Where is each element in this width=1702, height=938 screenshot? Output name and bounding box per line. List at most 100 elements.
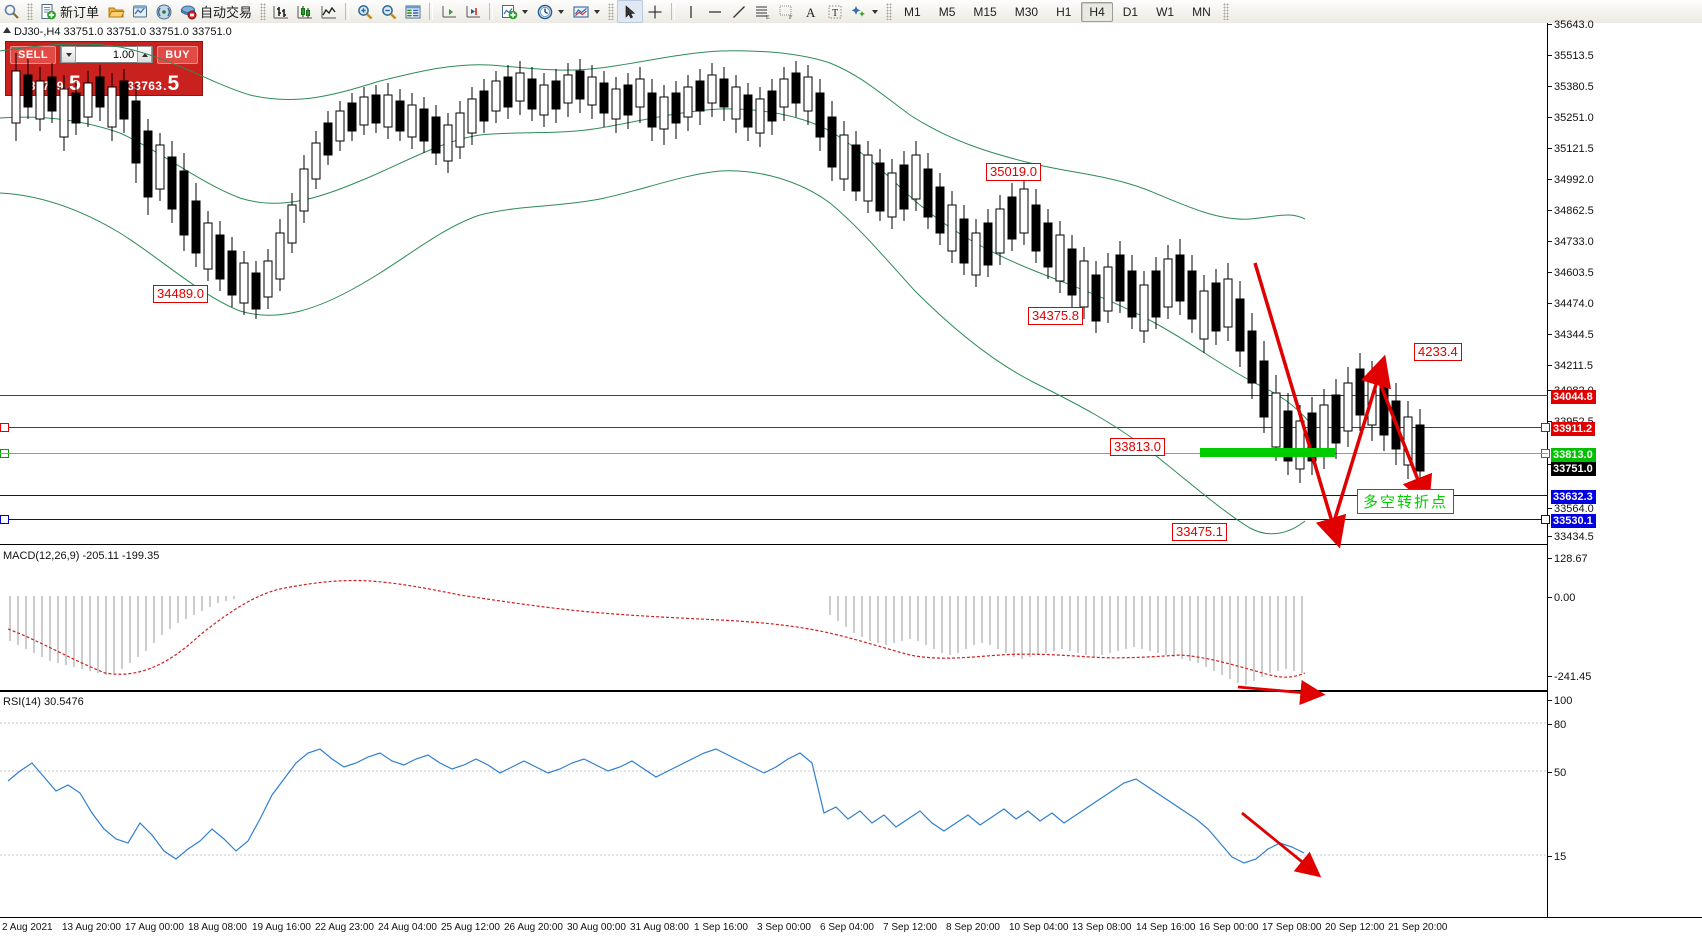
price-level-handle-33911[interactable]	[1541, 423, 1550, 432]
price-tick: 34211.5	[1548, 360, 1593, 372]
timeframe-m30[interactable]: M30	[1014, 4, 1039, 19]
zoom-in-icon	[356, 3, 374, 21]
sell-price[interactable]: 33749 . 5	[6, 72, 104, 95]
zoom-in-button[interactable]	[353, 1, 377, 22]
chart-area[interactable]: DJ30-,H4 33751.0 33751.0 33751.0 33751.0…	[0, 19, 1702, 938]
annotation-turning-point[interactable]: 多空转折点	[1357, 489, 1455, 514]
crosshair-button[interactable]	[643, 1, 667, 22]
line-chart-button[interactable]	[317, 1, 341, 22]
annotation-33813[interactable]: 33813.0	[1110, 438, 1165, 456]
vertical-line-button[interactable]	[679, 1, 703, 22]
price-level-line-33632[interactable]	[0, 495, 1548, 496]
price-tick-label: 35121.5	[1554, 143, 1594, 155]
price-badge-34044[interactable]: 34044.8	[1551, 390, 1596, 404]
text-label-button[interactable]: T	[823, 1, 847, 22]
price-tick: 34862.5	[1548, 205, 1594, 217]
shapes-chevron-down-icon[interactable]	[872, 9, 879, 14]
price-badge-33813[interactable]: 33813.0	[1551, 448, 1596, 462]
new-order-button[interactable]: 新订单	[36, 1, 104, 22]
time-scale[interactable]: 2 Aug 2021 13 Aug 20:00 17 Aug 00:00 18 …	[0, 917, 1702, 938]
timeframe-m1[interactable]: M1	[904, 4, 921, 19]
price-tick: 35513.5	[1548, 50, 1594, 62]
timeframe-h4[interactable]: H4	[1081, 1, 1113, 22]
toolbar-separator-3	[489, 3, 494, 20]
text-label-icon: T	[826, 3, 844, 21]
one-click-trading-panel[interactable]: SELL 1.00 BUY 33749 . 5	[5, 41, 203, 96]
time-tick: 19 Aug 16:00	[252, 922, 311, 933]
timeframe-mn[interactable]: MN	[1192, 4, 1211, 19]
candlestick-chart-button[interactable]	[293, 1, 317, 22]
sell-price-integer: 33749	[28, 79, 64, 93]
price-scale[interactable]: 35643.0 35513.5 35380.5 35251.0 35121.5 …	[1548, 19, 1702, 917]
rsi-axis-label: 50	[1554, 767, 1567, 779]
macd-axis-tick: 128.67	[1548, 553, 1588, 565]
timeframe-h1[interactable]: H1	[1056, 4, 1072, 19]
macd-axis-label: 0.00	[1554, 592, 1576, 604]
add-indicator-button[interactable]	[497, 1, 533, 22]
time-tick: 30 Aug 00:00	[567, 922, 626, 933]
timeframe-m15[interactable]: M15	[973, 4, 997, 19]
collapse-triangle-icon[interactable]	[3, 27, 11, 33]
fibo-button[interactable]: E	[751, 1, 775, 22]
annotation-34489[interactable]: 34489.0	[153, 285, 208, 303]
price-tick-label: 33434.5	[1554, 531, 1594, 543]
price-level-line-33530[interactable]	[0, 519, 1548, 520]
pointer-button[interactable]	[617, 0, 644, 23]
price-level-handle-33911-left[interactable]	[0, 423, 9, 432]
volume-stepper[interactable]: 1.00	[60, 46, 154, 63]
price-tick-label: 34474.0	[1554, 298, 1594, 310]
period-chevron-down-icon[interactable]	[558, 9, 565, 14]
annotation-33475[interactable]: 33475.1	[1172, 523, 1227, 541]
toolbar-cursor-magnifier-button[interactable]	[0, 1, 24, 22]
price-badge-33632[interactable]: 33632.3	[1551, 490, 1596, 504]
rsi-axis-tick: 100	[1548, 695, 1572, 707]
chart-shift-button[interactable]	[437, 1, 461, 22]
buy-button[interactable]: BUY	[157, 45, 198, 64]
time-tick: 26 Aug 20:00	[504, 922, 563, 933]
buy-price[interactable]: 33763 . 5	[105, 73, 203, 95]
price-level-handle-33530[interactable]	[1541, 515, 1550, 524]
horizontal-line-button[interactable]	[703, 1, 727, 22]
annotation-34233[interactable]: 4233.4	[1414, 343, 1462, 361]
channel-button[interactable]: F	[775, 1, 799, 22]
bar-chart-button[interactable]	[269, 1, 293, 22]
templates-button[interactable]	[569, 1, 605, 22]
sell-price-dot: .	[64, 79, 69, 93]
price-level-handle-33530-left[interactable]	[0, 515, 9, 524]
svg-text:E: E	[766, 15, 770, 21]
trendline-button[interactable]	[727, 1, 751, 22]
add-indicator-chevron-down-icon[interactable]	[522, 9, 529, 14]
templates-chevron-down-icon[interactable]	[594, 9, 601, 14]
price-badge-33911[interactable]: 33911.2	[1551, 422, 1596, 436]
time-tick: 22 Aug 23:00	[315, 922, 374, 933]
timeframe-w1[interactable]: W1	[1156, 4, 1175, 19]
sell-price-fraction: 5	[69, 72, 81, 95]
timeframe-d1[interactable]: D1	[1122, 4, 1139, 19]
sell-button[interactable]: SELL	[10, 45, 57, 64]
symbol-ohlc-text: DJ30-,H4 33751.0 33751.0 33751.0 33751.0	[14, 26, 232, 38]
current-price-line	[0, 453, 1548, 454]
time-tick: 18 Aug 08:00	[188, 922, 247, 933]
text-button[interactable]: A	[799, 1, 823, 22]
volume-increase-button[interactable]	[137, 46, 153, 63]
price-badge-33530[interactable]: 33530.1	[1551, 514, 1596, 528]
zoom-out-button[interactable]	[377, 1, 401, 22]
toolbar-terminal-button[interactable]	[128, 1, 152, 22]
shapes-button[interactable]	[847, 1, 883, 22]
autotrading-button[interactable]: 自动交易	[176, 1, 257, 22]
volume-decrease-button[interactable]	[61, 46, 77, 63]
rsi-axis-label: 80	[1554, 719, 1567, 731]
toolbar-signals-button[interactable]	[152, 1, 176, 22]
data-window-button[interactable]	[401, 1, 425, 22]
annotation-35019[interactable]: 35019.0	[986, 163, 1041, 181]
time-tick: 25 Aug 12:00	[441, 922, 500, 933]
one-click-prices-row: 33749 . 5 33763 . 5	[6, 64, 202, 95]
timeframe-m5[interactable]: M5	[938, 4, 956, 19]
toolbar-folder-button[interactable]	[104, 1, 128, 22]
auto-scroll-button[interactable]	[461, 1, 485, 22]
annotation-34375[interactable]: 34375.8	[1028, 307, 1083, 325]
volume-value[interactable]: 1.00	[112, 48, 135, 61]
price-level-line-34044[interactable]	[0, 395, 1548, 396]
price-level-line-33911[interactable]	[0, 427, 1548, 428]
period-button[interactable]	[533, 1, 569, 22]
